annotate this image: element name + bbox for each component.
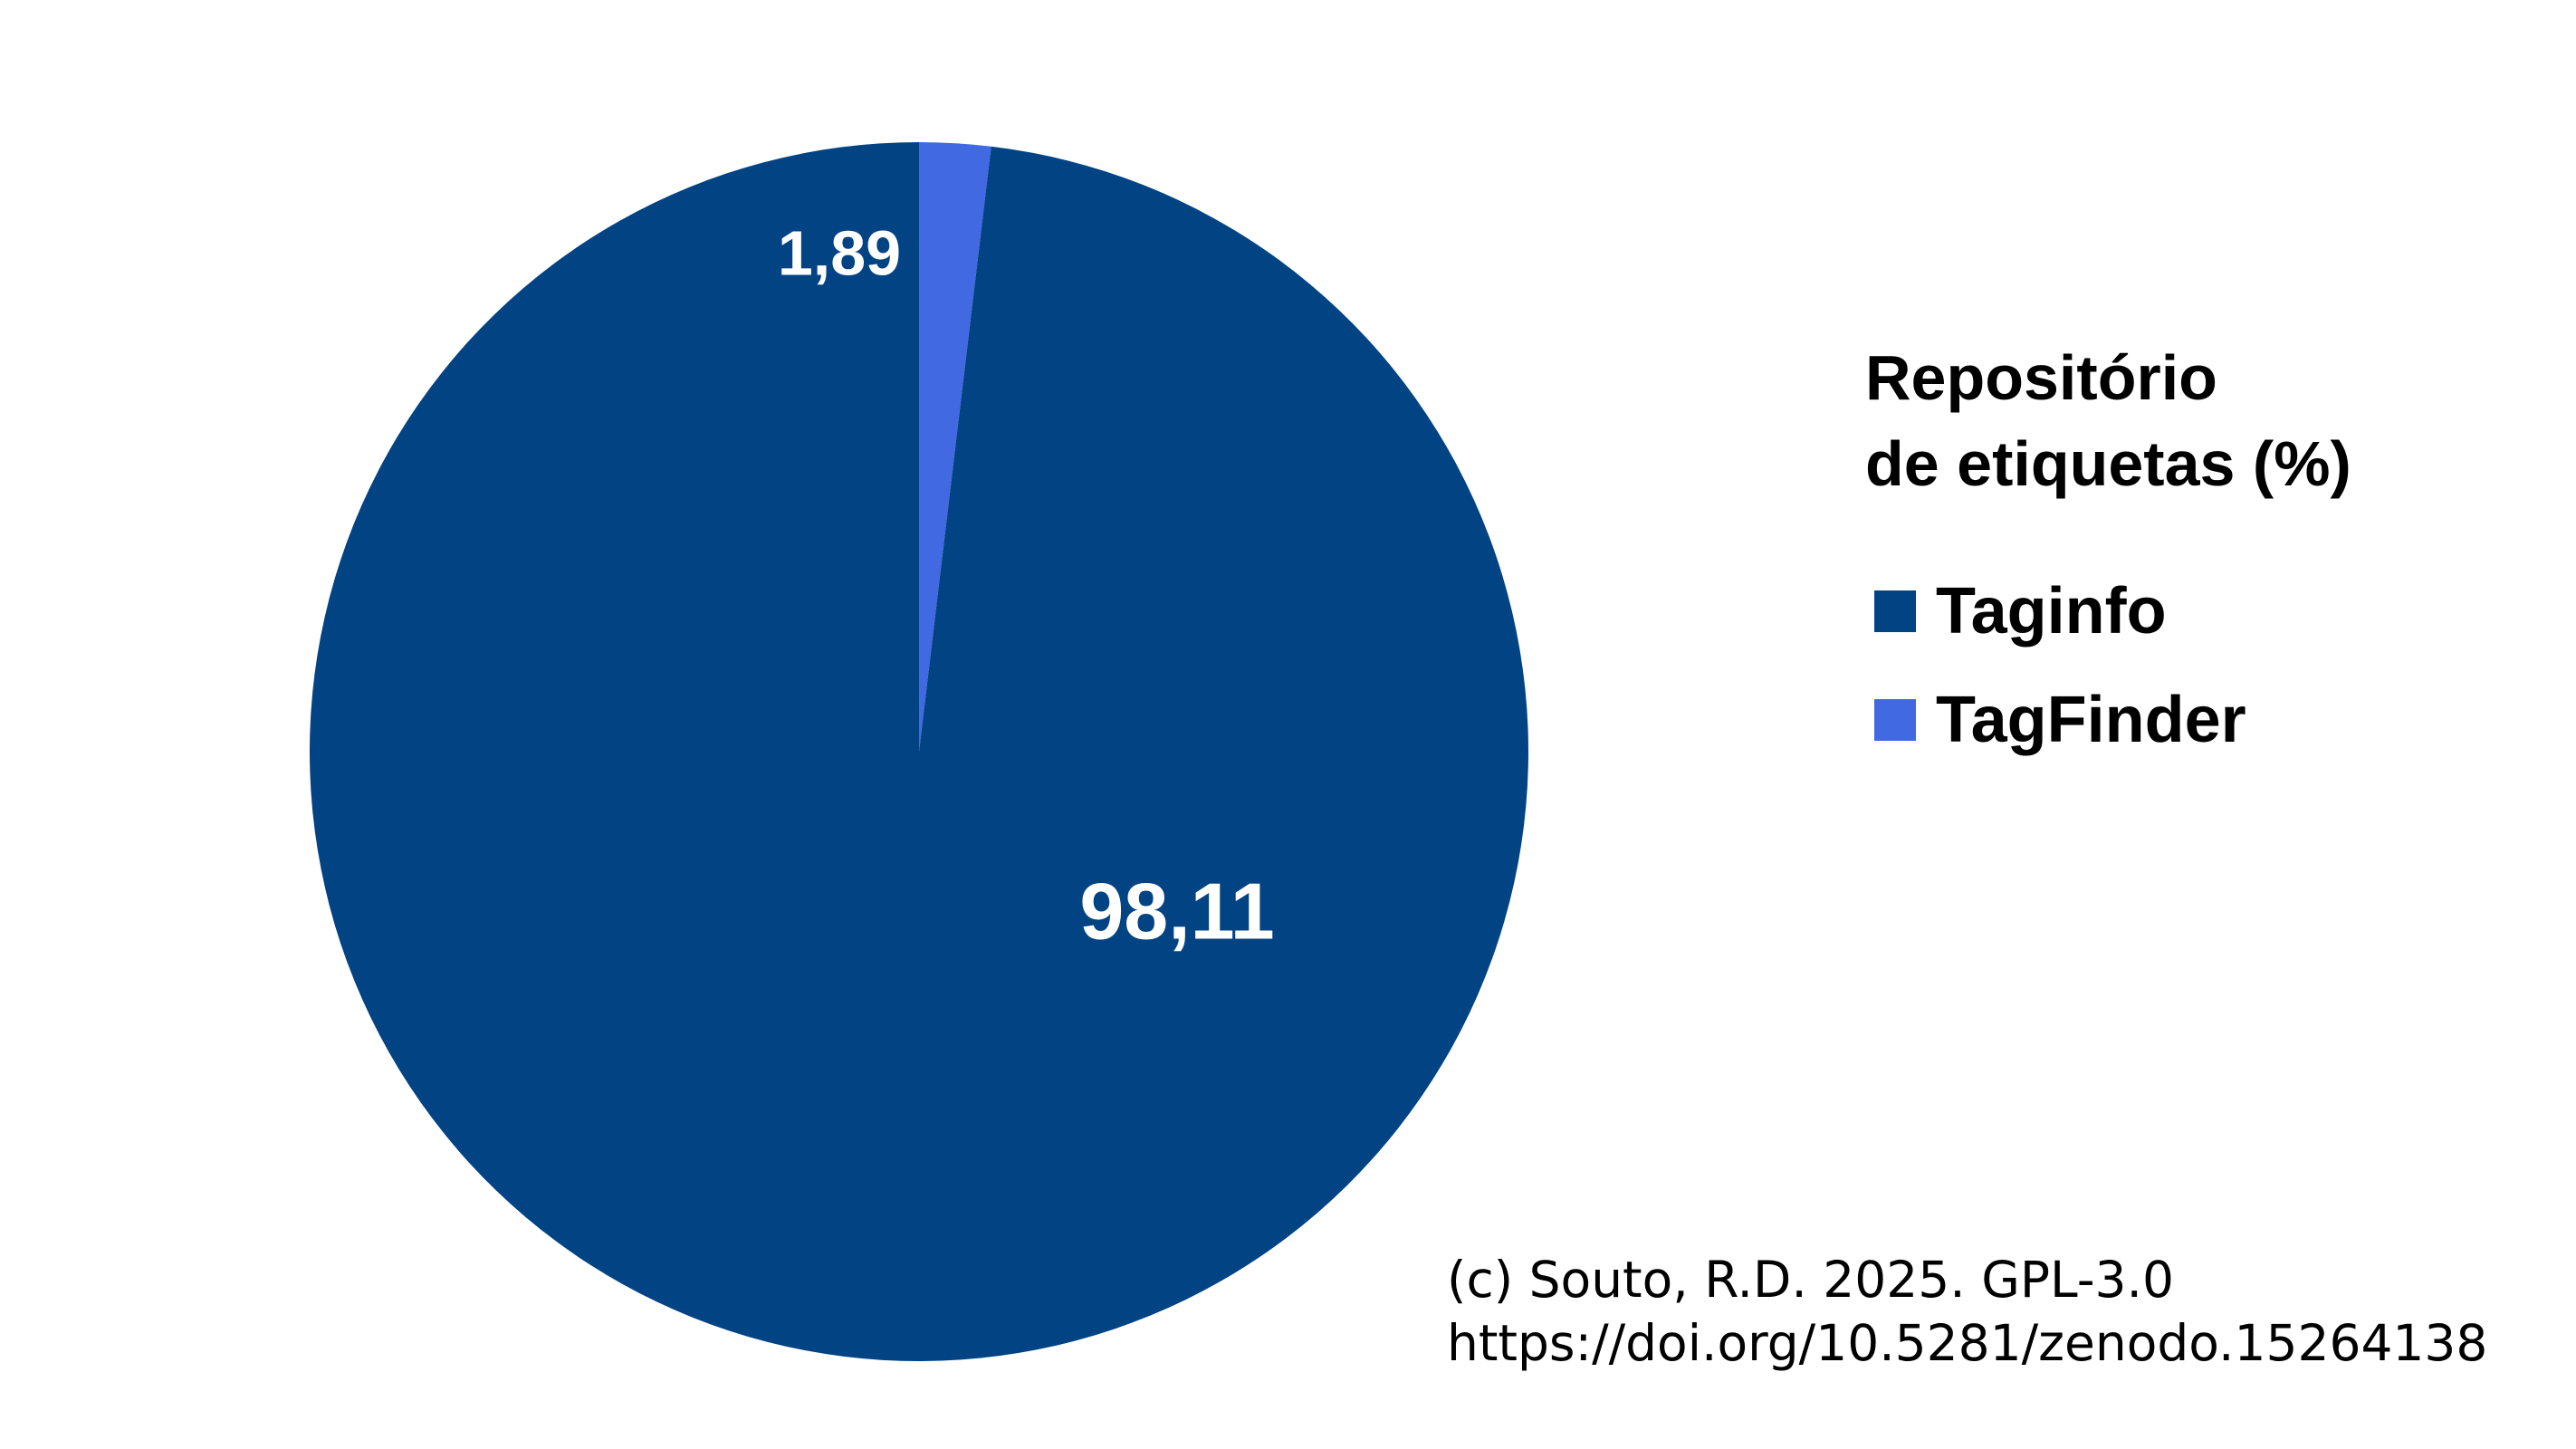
pie-slice-tagfinder bbox=[919, 142, 991, 752]
legend-item-taginfo: Taginfo bbox=[1865, 557, 2351, 666]
pie-slices bbox=[310, 142, 1528, 1361]
pie-label-tagfinder: 1,89 bbox=[778, 217, 901, 288]
legend-swatch-tagfinder bbox=[1874, 699, 1916, 741]
credit-line-doi: https://doi.org/10.5281/zenodo.15264138 bbox=[1447, 1314, 2488, 1372]
legend-label-tagfinder: TagFinder bbox=[1936, 684, 2246, 756]
legend-swatch-taginfo bbox=[1874, 590, 1916, 632]
pie-label-taginfo: 98,11 bbox=[1079, 866, 1274, 955]
legend-title-line-2: de etiquetas (%) bbox=[1865, 428, 2351, 499]
legend-label-taginfo: Taginfo bbox=[1936, 575, 2167, 648]
legend: Repositório de etiquetas (%) Taginfo Tag… bbox=[1865, 335, 2351, 774]
legend-item-tagfinder: TagFinder bbox=[1865, 666, 2351, 774]
pie-slice-taginfo bbox=[310, 142, 1528, 1361]
pie-labels: 98,11 1,89 bbox=[778, 217, 1275, 955]
credit-note: (c) Souto, R.D. 2025. GPL-3.0 https://do… bbox=[1447, 1248, 2487, 1375]
legend-title-line-1: Repositório bbox=[1865, 342, 2217, 413]
credit-line-copyright: (c) Souto, R.D. 2025. GPL-3.0 bbox=[1447, 1251, 2175, 1309]
legend-items: Taginfo TagFinder bbox=[1865, 557, 2351, 774]
